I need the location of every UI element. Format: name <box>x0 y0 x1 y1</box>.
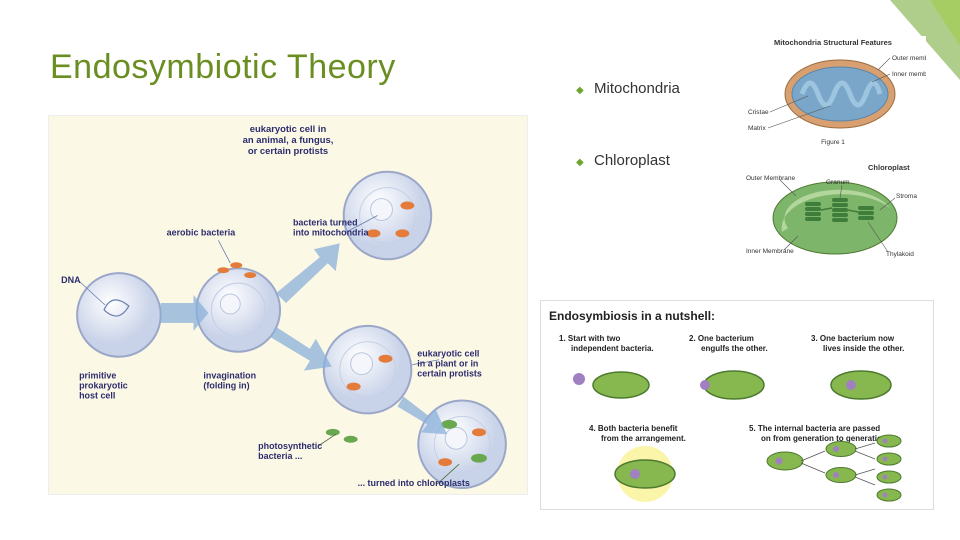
s1l2: independent bacteria. <box>571 344 654 353</box>
s2l2: engulfs the other. <box>701 344 768 353</box>
lbl-plant2: in a plant or in <box>417 359 478 369</box>
lbl-host2: prokaryotic <box>79 381 128 391</box>
photosyn-bacterium-icon <box>326 429 340 436</box>
lbl-photo1: photosynthetic <box>258 441 322 451</box>
s5l1: The internal bacteria are passed <box>758 424 880 433</box>
nutshell-title: Endosymbiosis in a nutshell: <box>549 309 925 323</box>
lbl-plant1: eukaryotic cell <box>417 349 479 359</box>
s3l2: lives inside the other. <box>823 344 904 353</box>
chloro-title: Chloroplast <box>868 163 910 172</box>
mitochondria-diagram: Mitochondria Structural Features Outer m… <box>740 36 926 148</box>
mito-lbl-matrix: Matrix <box>748 125 766 132</box>
nutshell-grid: 1. Start with two independent bacteria. … <box>549 329 927 509</box>
svg-text:4. Both bacteria benefit: 4. Both bacteria benefit <box>589 424 678 433</box>
top-label-line3: or certain protists <box>248 146 328 157</box>
bullet-list: Mitochondria Chloroplast <box>576 80 736 224</box>
chloro-lbl-inner: Inner Membrane <box>746 248 794 255</box>
s2l1: One bacterium <box>698 334 754 343</box>
mito-inner-membrane-icon <box>792 67 888 121</box>
chloroplast-diagram: Chloroplast Outer Membrane Granum Stroma… <box>740 158 926 268</box>
mito-lbl-cristae: Cristae <box>748 109 769 116</box>
chloro-lbl-thyl: Thylakoid <box>886 251 914 258</box>
svg-text:3. One bacterium now: 3. One bacterium now <box>811 334 895 343</box>
bullet-chloroplast: Chloroplast <box>576 152 736 169</box>
svg-text:2. One bacterium: 2. One bacterium <box>689 334 754 343</box>
mito-footer: Figure 1 <box>821 139 845 146</box>
svg-text:5. The internal bacteria are p: 5. The internal bacteria are passed <box>749 424 880 433</box>
s1l1: Start with two <box>568 334 621 343</box>
lbl-photo2: bacteria ... <box>258 451 302 461</box>
lbl-inv2: (folding in) <box>203 381 249 391</box>
s4l2: from the arrangement. <box>601 434 686 443</box>
svg-text:1. Start with two: 1. Start with two <box>559 334 620 343</box>
mito-title: Mitochondria Structural Features <box>774 38 892 47</box>
s5l2: on from generation to generation. <box>761 434 889 443</box>
lbl-aerobic: aerobic bacteria <box>167 227 237 237</box>
top-label-line1: eukaryotic cell in <box>250 124 327 135</box>
lbl-dna: DNA <box>61 275 81 285</box>
page-title: Endosymbiotic Theory <box>50 48 396 87</box>
aerobic-leader <box>218 240 230 263</box>
chloro-lbl-granum: Granum <box>826 179 849 186</box>
s3l1: One bacterium now <box>820 334 895 343</box>
lbl-host3: host cell <box>79 391 115 401</box>
mito-lbl-inner: Inner membrane <box>892 71 926 78</box>
flow-arrows <box>161 243 447 434</box>
aerobic-bacterium-icon <box>217 267 229 273</box>
guest-bacterium-icon <box>573 373 585 385</box>
s4l1: Both bacteria benefit <box>598 424 678 433</box>
chloro-lbl-outer: Outer Membrane <box>746 175 796 182</box>
slide: Endosymbiotic Theory Mitochondria Chloro… <box>0 0 960 540</box>
lbl-plant3: certain protists <box>417 369 482 379</box>
lbl-bt1: bacteria turned <box>293 217 358 227</box>
chloro-lbl-stroma: Stroma <box>896 193 917 200</box>
lbl-bt2: into mitochondria <box>293 227 369 237</box>
bullet-mitochondria: Mitochondria <box>576 80 736 97</box>
cell-invagination <box>196 268 280 352</box>
mito-lbl-outer: Outer membrane <box>892 55 926 62</box>
host-bacterium-icon <box>593 372 649 398</box>
lbl-host1: primitive <box>79 371 116 381</box>
lbl-chloro-result: ... turned into chloroplasts <box>358 478 470 488</box>
top-label-line2: an animal, a fungus, <box>243 135 334 146</box>
cell-eukaryotic-animal <box>344 172 432 260</box>
nutshell-diagram: Endosymbiosis in a nutshell: 1. Start wi… <box>540 300 934 510</box>
endosymbiotic-flow-diagram: eukaryotic cell in an animal, a fungus, … <box>48 115 528 495</box>
lbl-inv1: invagination <box>203 371 256 381</box>
cell-eukaryotic-plant-intermediate <box>324 326 412 414</box>
accent-triangle-inner <box>930 0 960 46</box>
cell-primitive-host <box>77 273 161 357</box>
generations-icon <box>767 435 901 501</box>
